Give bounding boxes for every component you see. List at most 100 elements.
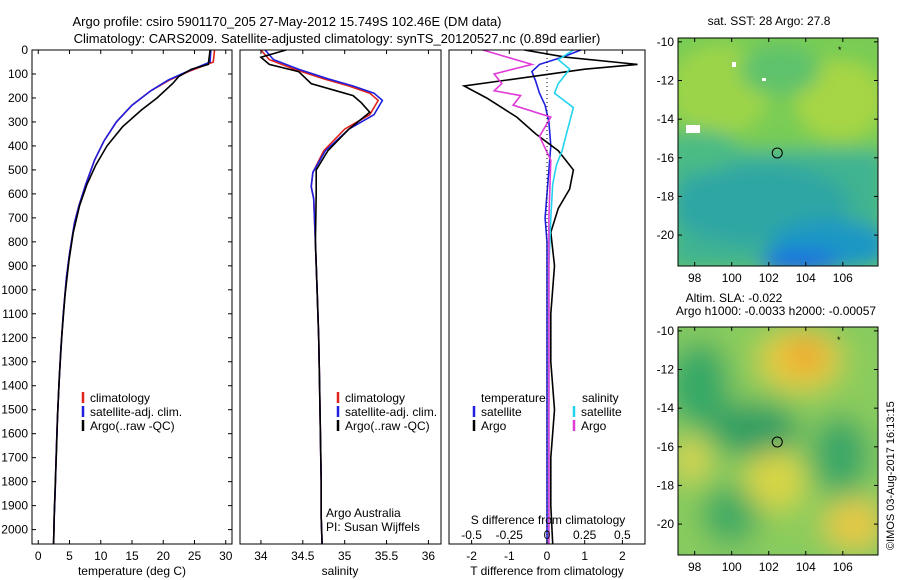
y-tick-label: 0: [21, 43, 28, 57]
x-tick-label: 25: [188, 549, 202, 563]
map-y-tick-label: -14: [657, 401, 675, 415]
sla-map-title-line1: Altim. SLA: -0.022: [686, 291, 783, 305]
series-line-difference-1: [461, 49, 638, 545]
legend-label: Argo: [581, 419, 607, 433]
x-tick-label: 36: [422, 549, 436, 563]
argo-location-marker: [771, 147, 783, 159]
salinity-annotation-line1: Argo Australia: [326, 506, 401, 520]
legend-label: Argo(..raw -QC): [345, 419, 430, 433]
argo-location-marker: [771, 436, 783, 448]
map-x-tick-label: 104: [796, 560, 816, 574]
map-x-tick-label: 106: [833, 560, 853, 574]
x-tick-label: 1: [581, 549, 588, 563]
y-tick-label: 200: [8, 91, 28, 105]
x-tick-label: 0: [35, 549, 42, 563]
map-y-tick-label: -18: [657, 189, 675, 203]
s-x-tick-label: -0.25: [496, 528, 524, 542]
s-x-tick-label: -0.5: [461, 528, 482, 542]
sst-map-nodata-patch: [686, 125, 700, 133]
sst-map-title: sat. SST: 28 Argo: 27.8: [708, 14, 831, 28]
x-tick-label: -2: [466, 549, 477, 563]
salinity-annotation-line2: PI: Susan Wijffels: [326, 520, 420, 534]
sla-map-frame: [677, 326, 879, 556]
x-tick-label: 2: [619, 549, 626, 563]
difference-panel: -2 -1 0 1 2 -0.5 -0.25 0 0.25 0.5 temperature salin…: [448, 49, 646, 578]
series-line-salinity-2: [259, 49, 371, 545]
y-tick-label: 1800: [1, 475, 28, 489]
map-y-tick-label: -16: [657, 151, 675, 165]
y-tick-label: 600: [8, 187, 28, 201]
map-x-tick-label: 100: [722, 560, 742, 574]
map-x-tick-label: 98: [688, 271, 702, 285]
series-line-difference-3: [482, 49, 552, 544]
legend-label: Argo(..raw -QC): [90, 419, 175, 433]
map-x-tick-label: 98: [688, 560, 702, 574]
legend-label: satellite: [581, 405, 622, 419]
y-tick-label: 1000: [1, 283, 28, 297]
y-tick-label: 400: [8, 139, 28, 153]
y-tick-label: 300: [8, 115, 28, 129]
s-x-tick-label: 0.25: [573, 528, 597, 542]
y-tick-label: 1300: [1, 355, 28, 369]
figure-title-line1: Argo profile: csiro 5901170_205 27-May-2…: [72, 14, 501, 29]
x-tick-label: -1: [504, 549, 515, 563]
salinity-panel: 34 34.5 35 35.5 36 climatologysatellite-adj. …: [239, 49, 442, 578]
sst-map-star-marker: *: [838, 45, 842, 55]
s-x-tick-label: 0: [544, 528, 551, 542]
map-x-tick-label: 102: [759, 560, 779, 574]
map-y-tick-label: -14: [657, 112, 675, 126]
map-y-tick-label: -16: [657, 440, 675, 454]
sst-map-nodata-patch: [732, 62, 736, 67]
map-y-tick-label: -10: [657, 35, 675, 49]
series-line-temperature-2: [52, 49, 211, 545]
sla-map-panel: Altim. SLA: -0.022 Argo h1000: -0.0033 h…: [657, 291, 879, 574]
sla-map-title-line2: Argo h1000: -0.0033 h2000: -0.00057: [676, 304, 876, 318]
legend-label: satellite: [481, 405, 522, 419]
y-tick-label: 1600: [1, 427, 28, 441]
y-tick-label: 1900: [1, 499, 28, 513]
map-x-tick-label: 100: [722, 271, 742, 285]
x-tick-label: 0: [544, 549, 551, 563]
sla-map-star-marker: *: [837, 335, 841, 345]
temperature-panel: 0 5 10 15 20 25 300100200300400500600700800900…: [1, 43, 232, 578]
x-tick-label: 35: [338, 549, 352, 563]
x-tick-label: 10: [94, 549, 108, 563]
s-x-tick-label: 0.5: [614, 528, 631, 542]
legend-title-temperature: temperature: [481, 391, 546, 405]
y-tick-label: 1700: [1, 451, 28, 465]
temperature-axes-frame: [31, 49, 233, 545]
y-tick-label: 700: [8, 211, 28, 225]
y-tick-label: 2000: [1, 523, 28, 537]
x-tick-label: 5: [66, 549, 73, 563]
series-line-salinity-1: [264, 49, 384, 545]
map-y-tick-label: -12: [657, 363, 675, 377]
y-tick-label: 900: [8, 259, 28, 273]
sst-map-frame: [677, 37, 879, 267]
salinity-axes-frame: [239, 49, 442, 545]
sst-map-field: [678, 38, 878, 266]
x-tick-label: 30: [219, 549, 233, 563]
y-tick-label: 500: [8, 163, 28, 177]
y-tick-label: 1500: [1, 403, 28, 417]
legend-label: Argo: [481, 419, 507, 433]
legend-label: satellite-adj. clim.: [345, 405, 437, 419]
map-y-tick-label: -18: [657, 478, 675, 492]
series-line-difference-0: [530, 49, 582, 544]
map-y-tick-label: -10: [657, 324, 675, 338]
x-tick-label: 34.5: [291, 549, 315, 563]
difference-t-xlabel: T difference from climatology: [470, 564, 624, 578]
x-tick-label: 20: [157, 549, 171, 563]
sst-map-panel: sat. SST: 28 Argo: 27.8 98 100 102 104 106 -1…: [657, 14, 879, 285]
map-y-tick-label: -12: [657, 74, 675, 88]
map-x-tick-label: 106: [833, 271, 853, 285]
difference-axes-frame: [448, 49, 646, 545]
map-y-tick-label: -20: [657, 517, 675, 531]
difference-s-xlabel: S difference from climatology: [471, 513, 626, 527]
credit-text: ©IMOS 03-Aug-2017 16:13:15: [885, 401, 897, 550]
sst-map-nodata-patch: [762, 78, 766, 81]
x-tick-label: 34: [254, 549, 268, 563]
y-tick-label: 800: [8, 235, 28, 249]
series-line-salinity-0: [260, 49, 380, 545]
figure-title-line2: Climatology: CARS2009. Satellite-adjuste…: [74, 31, 601, 46]
